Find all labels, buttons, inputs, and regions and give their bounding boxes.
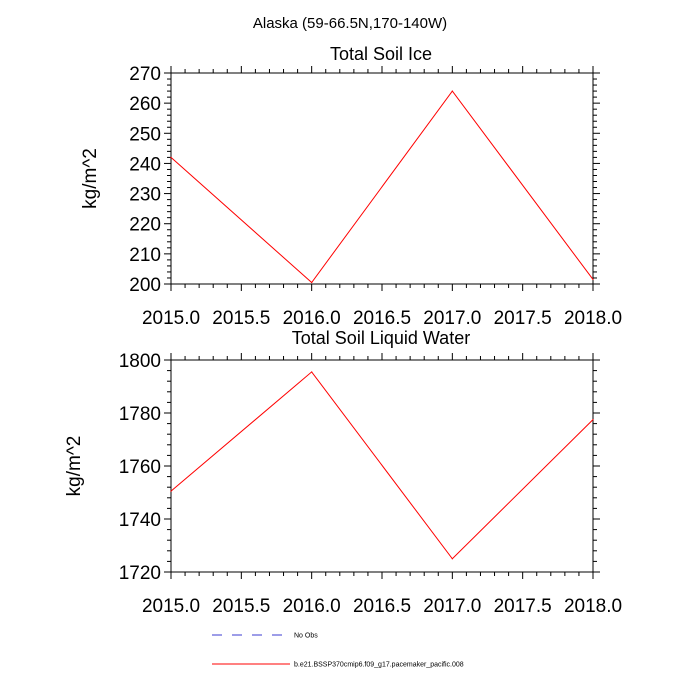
y-tick-label: 250 [129,124,161,145]
y-axis-label: kg/m^2 [64,436,85,497]
y-tick-label: 240 [129,154,161,175]
x-tick-label: 2017.0 [423,596,481,617]
y-tick-label: 1740 [119,510,161,531]
x-tick-label: 2017.5 [494,308,552,329]
figure-title: Alaska (59-66.5N,170-140W) [253,15,447,32]
data-point [451,90,453,92]
x-tick-label: 2016.5 [353,596,411,617]
y-tick-label: 230 [129,185,161,206]
y-tick-label: 1720 [119,563,161,584]
x-tick-label: 2018.0 [564,308,622,329]
x-tick-label: 2015.5 [212,308,270,329]
data-point [592,278,594,281]
data-point [592,419,594,421]
y-tick-label: 1800 [119,351,161,372]
y-axis-label: kg/m^2 [80,148,101,209]
y-tick-label: 270 [129,64,161,85]
chart-title: Total Soil Ice [330,44,432,64]
data-point [311,281,313,284]
data-point [170,490,172,492]
x-tick-label: 2015.0 [142,596,200,617]
y-tick-label: 1780 [119,404,161,425]
y-tick-label: 220 [129,215,161,236]
x-tick-label: 2016.0 [283,596,341,617]
chart-panel-soil-ice: Total Soil Ice kg/m^2 2015.0 2015.5 2016.0… [80,44,622,329]
legend-label-no-obs: No Obs [294,633,318,640]
x-tick-label: 2016.5 [353,308,411,329]
x-tick-label: 2017.0 [423,308,481,329]
y-tick-label: 1760 [119,457,161,478]
x-tick-label: 2015.0 [142,308,200,329]
x-tick-label: 2018.0 [564,596,622,617]
data-point [170,156,172,158]
y-tick-label: 260 [129,94,161,115]
series-line [170,371,594,560]
series-line [170,90,594,284]
chart-panel-soil-liquid-water: Total Soil Liquid Water kg/m^2 2015.0 201… [64,328,622,617]
legend-label-model-run: b.e21.BSSP370cmip6.f09_g17.pacemaker_pac… [294,662,464,669]
x-tick-label: 2017.5 [494,596,552,617]
plot-frame [170,72,594,285]
data-point [311,371,313,373]
data-point [451,558,453,560]
x-tick-label: 2016.0 [283,308,341,329]
legend: No Obs b.e21.BSSP370cmip6.f09_g17.pacema… [212,633,464,669]
y-tick-label: 210 [129,245,161,266]
x-tick-label: 2015.5 [212,596,270,617]
y-tick-label: 200 [129,275,161,296]
chart-title: Total Soil Liquid Water [292,328,470,348]
